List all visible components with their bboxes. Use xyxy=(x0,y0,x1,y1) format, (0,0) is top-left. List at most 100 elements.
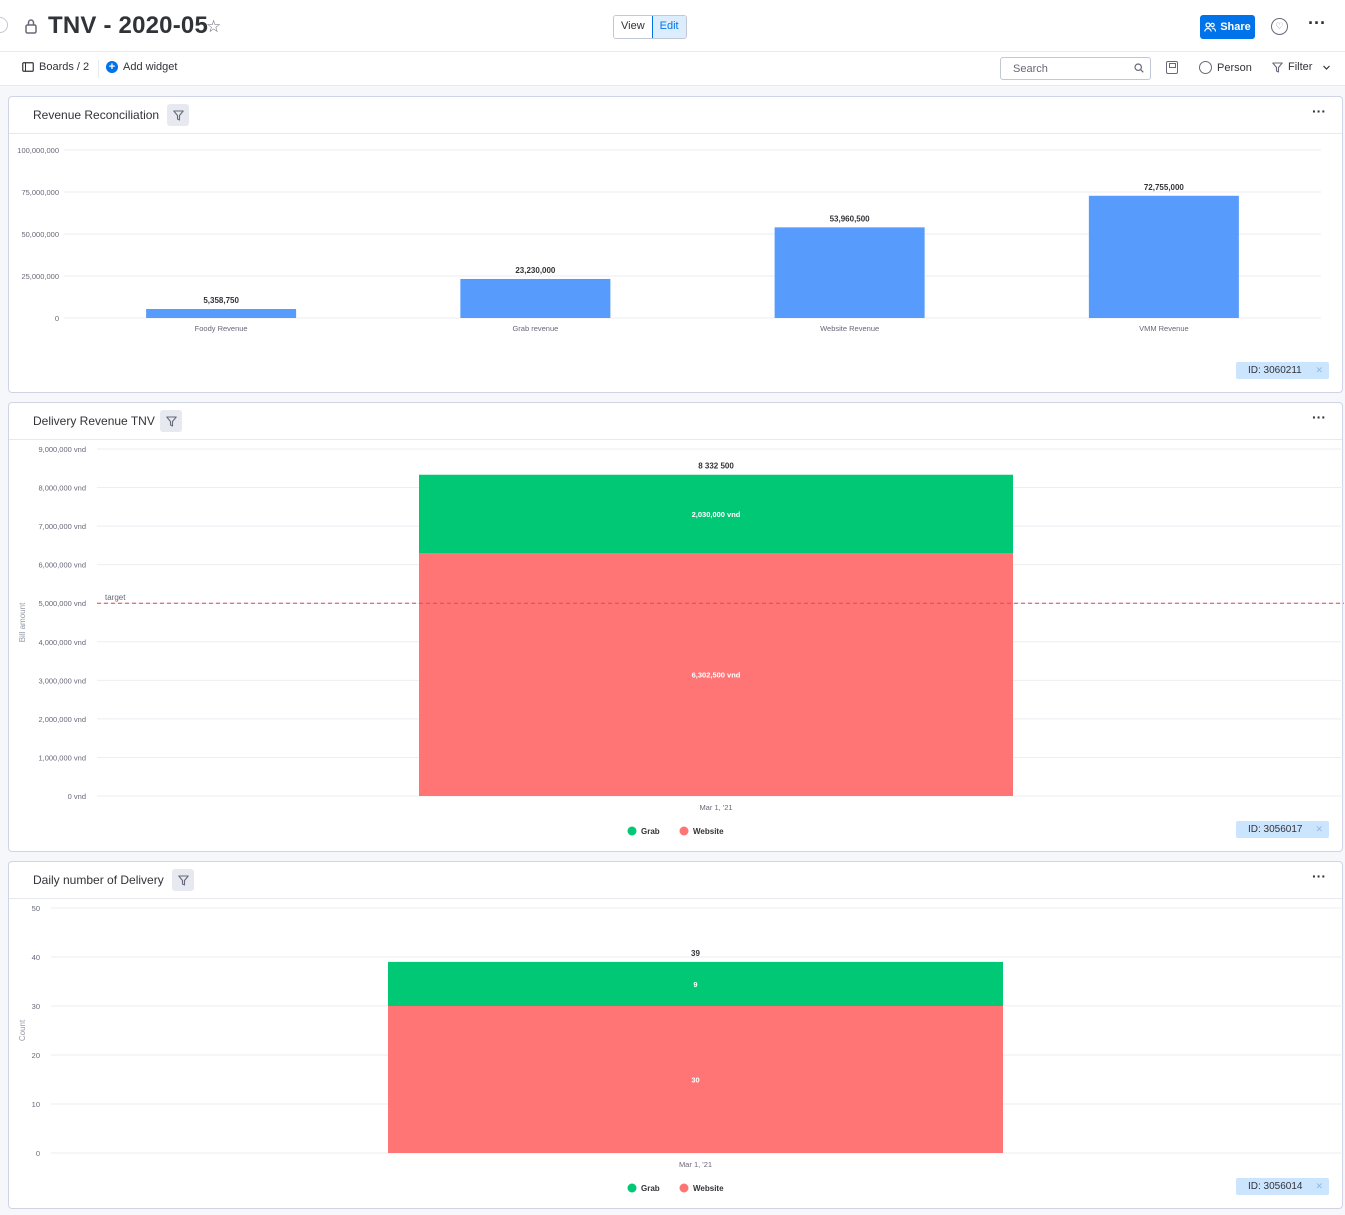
y-tick-label: 25,000,000 xyxy=(21,272,59,281)
x-tick-label: Foody Revenue xyxy=(195,324,248,333)
widget-more-icon[interactable]: ··· xyxy=(1312,868,1326,884)
y-tick-label: 0 vnd xyxy=(68,792,86,801)
bar-2 xyxy=(774,227,925,318)
widget-filter-button[interactable] xyxy=(160,410,182,432)
widget-revenue-reconciliation: Revenue Reconciliation ··· 0 25,000,000 50… xyxy=(8,96,1343,393)
widget-id-badge[interactable]: ID: 3056014 ✕ xyxy=(1236,1178,1329,1195)
plus-icon: + xyxy=(106,61,118,73)
widget-title: Delivery Revenue TNV xyxy=(33,414,155,428)
y-tick-label: 50,000,000 xyxy=(21,230,59,239)
widget-filter-button[interactable] xyxy=(172,869,194,891)
share-label: Share xyxy=(1220,21,1251,33)
y-tick-label: 30 xyxy=(32,1002,40,1011)
legend-swatch-website xyxy=(679,826,689,836)
total-label: 39 xyxy=(691,949,700,958)
legend-swatch-grab xyxy=(627,1183,637,1193)
y-tick-label: 3,000,000 vnd xyxy=(38,676,86,685)
legend-label: Grab xyxy=(641,1184,660,1193)
widget-daily-deliveries: Daily number of Delivery ··· 0 10 20 30 40 50… xyxy=(8,861,1344,1209)
widget-id-label: ID: 3056017 xyxy=(1248,824,1303,835)
close-icon[interactable]: ✕ xyxy=(1315,824,1323,834)
bar-3 xyxy=(1088,195,1239,318)
widget-id-label: ID: 3056014 xyxy=(1248,1181,1303,1192)
view-edit-toggle[interactable]: View Edit xyxy=(613,15,687,39)
bar-value-label: 53,960,500 xyxy=(830,214,871,223)
person-label: Person xyxy=(1217,61,1252,74)
bar-value-label: 5,358,750 xyxy=(203,296,239,305)
users-icon xyxy=(1204,22,1217,32)
edit-button[interactable]: Edit xyxy=(651,16,686,38)
collapse-handle[interactable] xyxy=(0,17,8,33)
widget-divider xyxy=(9,898,1342,899)
x-tick-label: VMM Revenue xyxy=(1139,324,1189,333)
widget-divider xyxy=(9,439,1342,440)
segment-value-label: 30 xyxy=(691,1076,699,1085)
chevron-down-icon xyxy=(1323,65,1331,70)
person-filter-button[interactable]: Person xyxy=(1199,61,1252,74)
boards-breadcrumb[interactable]: Boards / 2 xyxy=(22,61,89,73)
share-button[interactable]: Share xyxy=(1200,15,1255,39)
widget-delivery-revenue: Delivery Revenue TNV ··· 0 vnd 1,000,000 … xyxy=(8,402,1344,852)
y-tick-label: 0 xyxy=(36,1149,40,1158)
y-tick-label: 6,000,000 vnd xyxy=(38,561,86,570)
widget-more-icon[interactable]: ··· xyxy=(1312,103,1326,119)
x-tick-label: Mar 1, '21 xyxy=(679,1160,712,1169)
boards-label: Boards / 2 xyxy=(39,61,90,73)
y-tick-label: 8,000,000 vnd xyxy=(38,484,86,493)
segment-value-label: 2,030,000 vnd xyxy=(692,510,741,519)
save-icon[interactable] xyxy=(1166,61,1178,74)
y-tick-label: 10 xyxy=(32,1100,40,1109)
y-tick-label: 2,000,000 vnd xyxy=(38,715,86,724)
activity-icon[interactable]: ♡ xyxy=(1271,18,1288,35)
view-button[interactable]: View xyxy=(614,16,652,38)
legend-swatch-grab xyxy=(627,826,637,836)
daily-deliveries-stacked-chart: 0 10 20 30 40 50 Count 30 9 39 Mar 1, '21 Grab Websi… xyxy=(18,904,1344,1193)
y-tick-label: 100,000,000 xyxy=(17,146,59,155)
segment-value-label: 6,302,500 vnd xyxy=(692,671,741,680)
board-header: TNV - 2020-05 ☆ View Edit Share ♡ ··· xyxy=(0,0,1345,52)
close-icon[interactable]: ✕ xyxy=(1315,365,1323,375)
filter-icon xyxy=(1272,61,1283,73)
filter-icon xyxy=(172,109,184,121)
legend-label: Grab xyxy=(641,827,660,836)
widget-more-icon[interactable]: ··· xyxy=(1312,409,1326,425)
bar-segment-website xyxy=(419,553,1013,796)
y-tick-label: 5,000,000 vnd xyxy=(38,599,86,608)
legend-swatch-website xyxy=(679,1183,689,1193)
bar-segment-grab xyxy=(419,474,1013,554)
search-box[interactable] xyxy=(1000,57,1151,80)
toolbar-divider xyxy=(98,60,99,78)
widget-divider xyxy=(9,133,1342,134)
search-input[interactable] xyxy=(1013,63,1123,75)
widget-id-badge[interactable]: ID: 3060211 ✕ xyxy=(1236,362,1329,379)
star-icon[interactable]: ☆ xyxy=(206,17,222,36)
y-axis-label: Count xyxy=(18,1019,27,1041)
x-tick-label: Grab revenue xyxy=(512,324,558,333)
search-icon[interactable] xyxy=(1134,63,1144,73)
board-title[interactable]: TNV - 2020-05 xyxy=(48,12,209,39)
widget-id-badge[interactable]: ID: 3056017 ✕ xyxy=(1236,821,1329,838)
target-label: target xyxy=(105,593,126,602)
bar-1 xyxy=(460,278,611,318)
lock-icon xyxy=(25,19,37,34)
close-icon[interactable]: ✕ xyxy=(1315,1181,1323,1191)
y-tick-label: 1,000,000 vnd xyxy=(38,753,86,762)
y-tick-label: 0 xyxy=(55,314,59,323)
widget-filter-button[interactable] xyxy=(167,104,189,126)
filter-label: Filter xyxy=(1288,61,1313,73)
more-options-icon[interactable]: ··· xyxy=(1308,13,1326,33)
total-label: 8 332 500 xyxy=(698,462,734,471)
y-tick-label: 75,000,000 xyxy=(21,188,59,197)
bar-0 xyxy=(146,308,297,318)
add-widget-label: Add widget xyxy=(123,61,178,73)
person-icon xyxy=(1199,61,1212,74)
filter-button[interactable]: Filter xyxy=(1272,61,1331,73)
filter-icon xyxy=(165,415,177,427)
y-tick-label: 40 xyxy=(32,953,40,962)
y-axis-label: Bill amount xyxy=(18,602,27,642)
add-widget-button[interactable]: + Add widget xyxy=(106,61,177,73)
filter-icon xyxy=(177,874,189,886)
y-tick-label: 20 xyxy=(32,1051,40,1060)
legend-label: Website xyxy=(693,827,724,836)
revenue-bar-chart: 0 25,000,000 50,000,000 75,000,000 100,000,0… xyxy=(17,146,1321,333)
